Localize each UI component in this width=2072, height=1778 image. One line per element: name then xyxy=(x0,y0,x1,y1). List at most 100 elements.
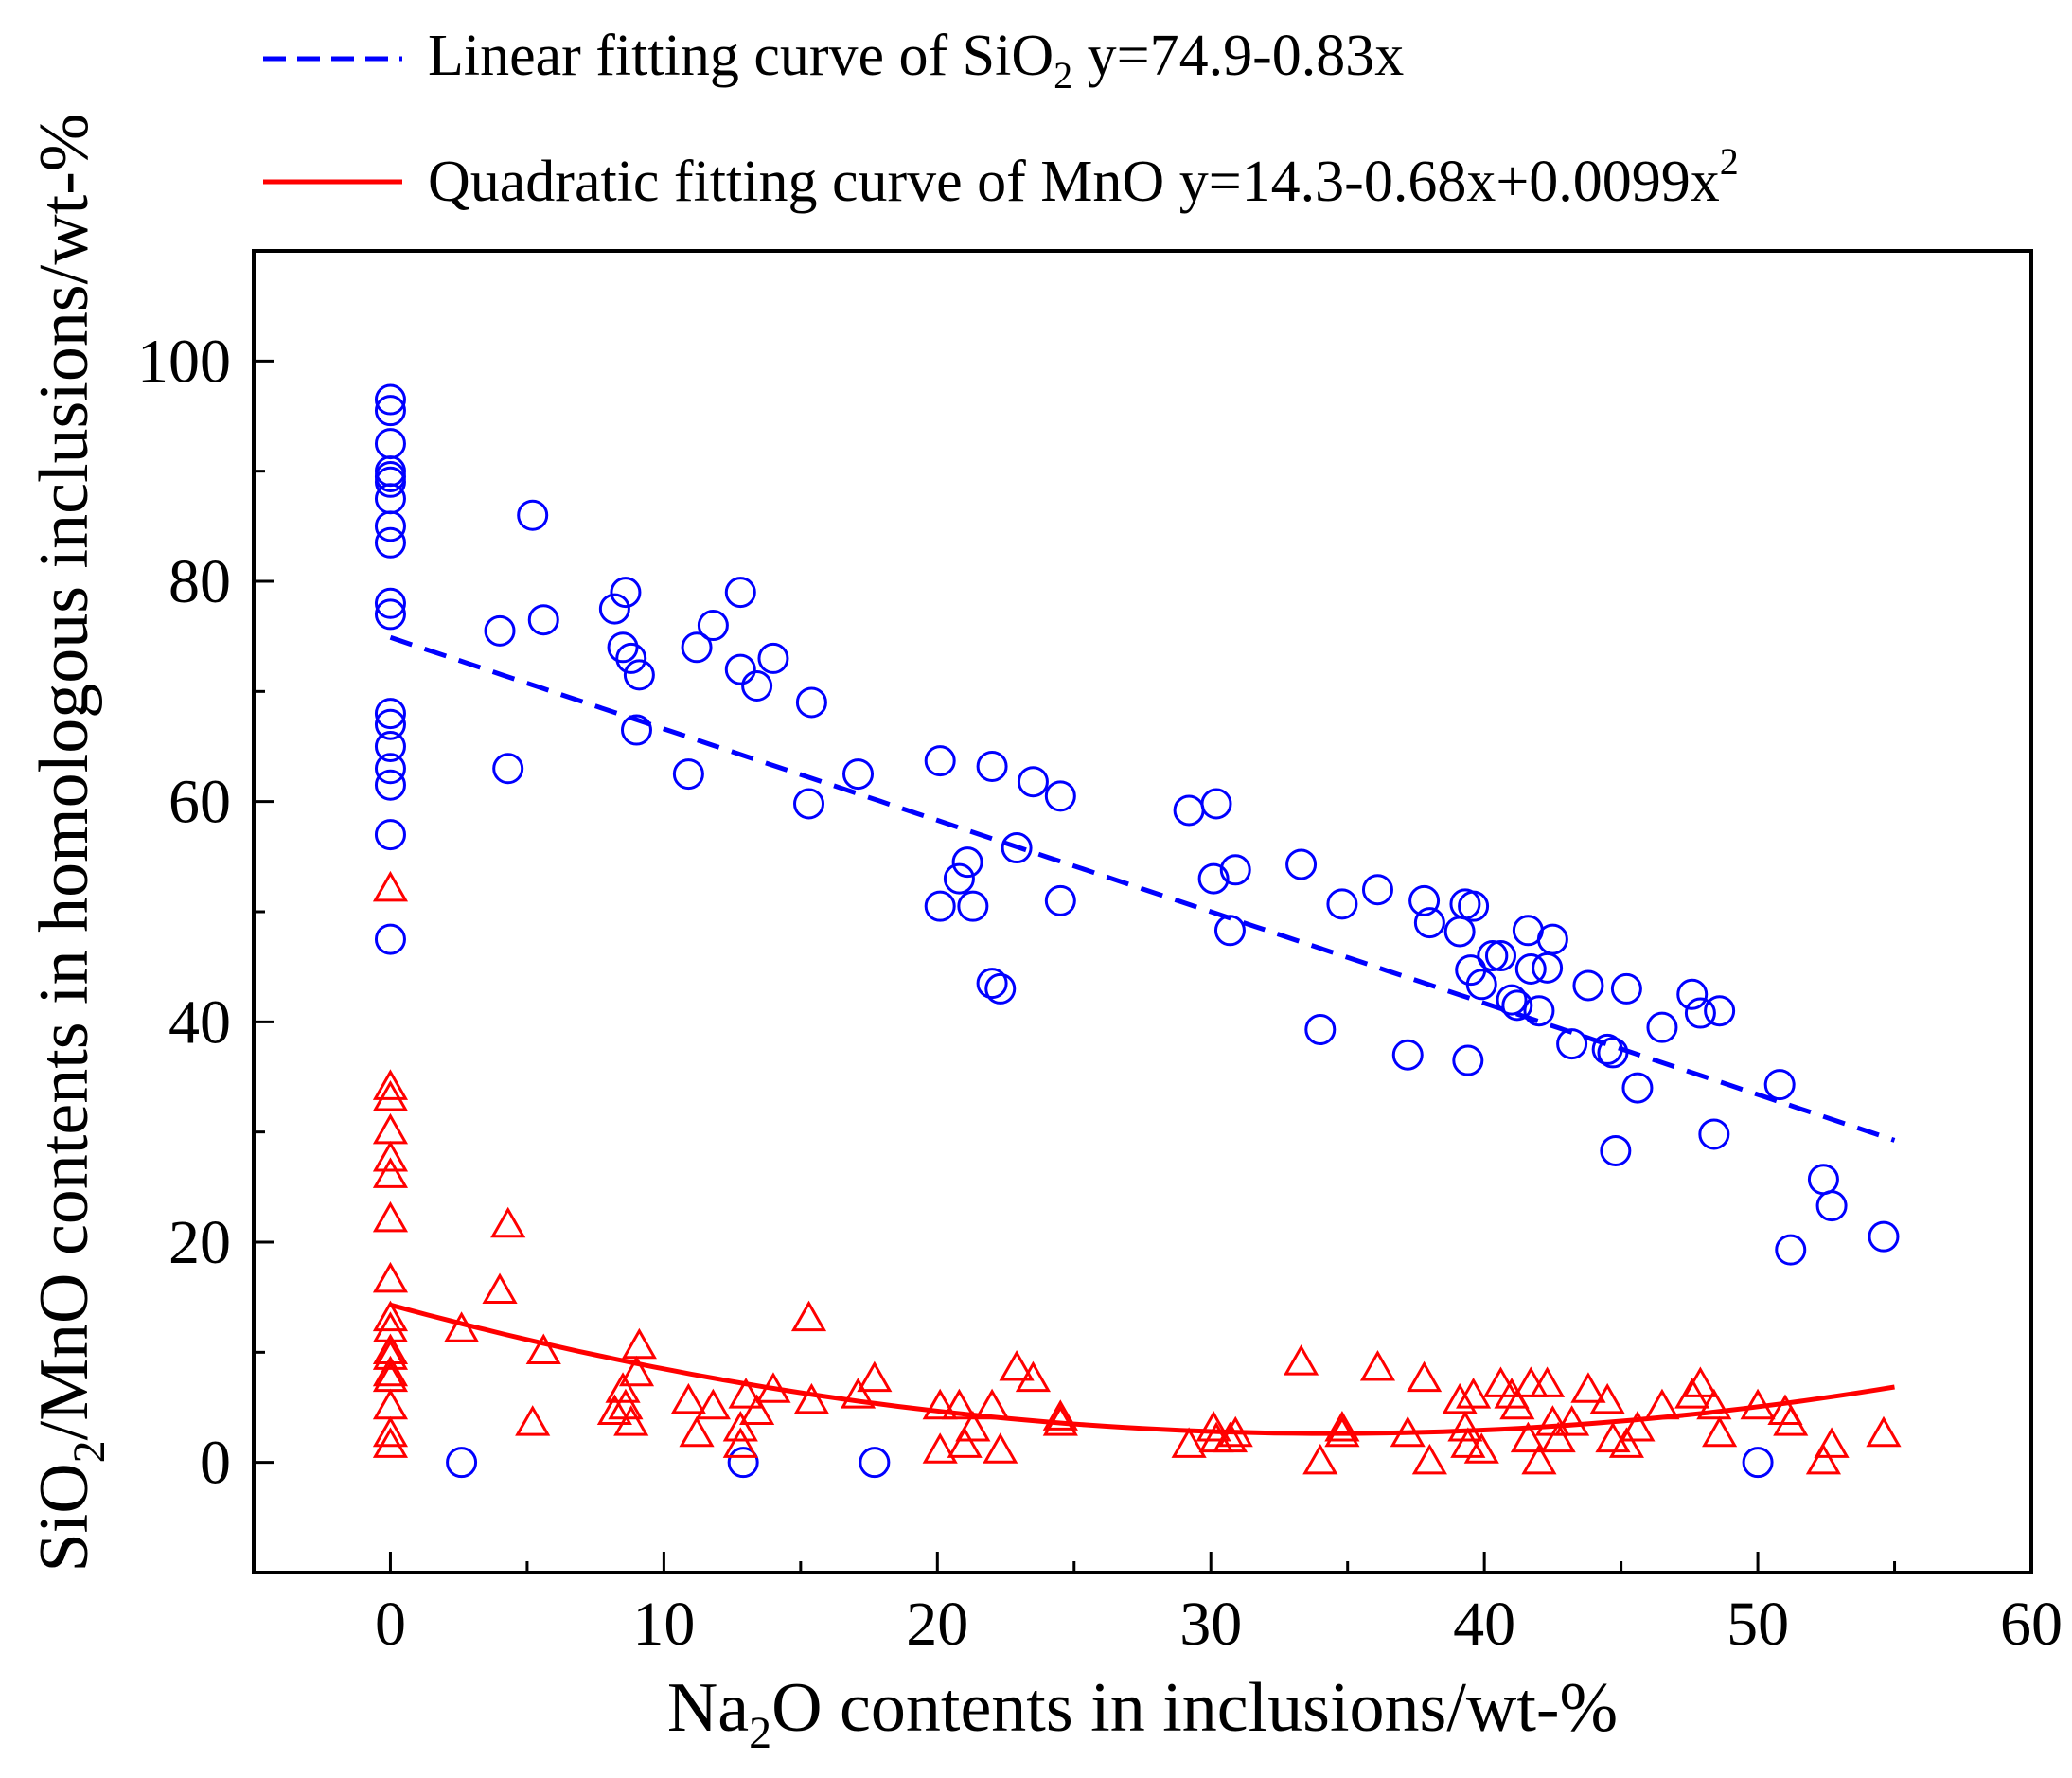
y-axis-label-sub: 2 xyxy=(64,1440,115,1463)
x-axis-label-post: O contents in inclusions/wt-% xyxy=(771,1669,1618,1747)
mno-point xyxy=(1359,1349,1396,1381)
plot-frame xyxy=(252,249,2033,1574)
sio2-point xyxy=(1361,874,1393,906)
legend-label-linear-fit: Linear fitting curve of SiO2 y=74.9-0.83… xyxy=(428,24,1404,97)
mno-point xyxy=(1442,1382,1478,1414)
sio2-point xyxy=(374,428,406,460)
sio2-point xyxy=(598,593,630,625)
sio2-point xyxy=(1173,794,1205,827)
y-tick-label: 60 xyxy=(168,768,231,837)
mno-point xyxy=(1773,1405,1809,1436)
y-tick-label: 20 xyxy=(168,1208,231,1277)
mno-point xyxy=(372,1415,409,1448)
sio2-point xyxy=(1807,1164,1839,1196)
legend-label-quadratic-fit: Quadratic fitting curve of MnO y=14.3-0.… xyxy=(428,140,1739,214)
mno-point xyxy=(621,1327,657,1360)
mno-point xyxy=(722,1410,758,1442)
linear-fit-curve xyxy=(389,634,1896,1143)
mno-point xyxy=(1866,1415,1902,1448)
sio2-point xyxy=(1326,888,1358,920)
mno-point xyxy=(372,1339,409,1370)
mno-point xyxy=(1302,1443,1338,1475)
sio2-point xyxy=(1465,969,1497,1001)
mno-point xyxy=(372,1300,409,1332)
sio2-point xyxy=(1523,995,1555,1027)
sio2-point xyxy=(374,698,406,730)
y-tick-label: 80 xyxy=(168,547,231,616)
mno-point xyxy=(1595,1421,1631,1453)
x-axis-label-pre: Na xyxy=(667,1669,749,1747)
sio2-point xyxy=(623,659,655,691)
sio2-point xyxy=(607,631,639,664)
mno-point xyxy=(1042,1399,1078,1431)
mno-point xyxy=(955,1410,991,1442)
mno-point xyxy=(999,1349,1035,1381)
sio2-point xyxy=(374,598,406,631)
sio2-point xyxy=(727,1447,759,1479)
mno-point xyxy=(1530,1366,1566,1397)
y-axis-label-pre: SiO xyxy=(26,1463,103,1572)
sio2-point xyxy=(374,395,406,427)
mno-point xyxy=(605,1372,641,1403)
sio2-point xyxy=(1391,1039,1424,1071)
mno-point xyxy=(1407,1360,1443,1393)
mno-point xyxy=(1814,1427,1850,1458)
sio2-point xyxy=(1477,940,1509,972)
y-tick-label: 40 xyxy=(168,987,231,1057)
sio2-point xyxy=(724,577,756,609)
sio2-point xyxy=(1572,969,1604,1002)
sio2-point xyxy=(1458,890,1490,922)
sio2-point xyxy=(1704,995,1736,1027)
quadratic-fit-curve xyxy=(389,1302,1895,1436)
x-tick-label: 20 xyxy=(906,1590,968,1659)
legend-label-linear-post: y=74.9-0.83x xyxy=(1072,24,1404,88)
sio2-point xyxy=(374,587,406,619)
sio2-point xyxy=(374,753,406,785)
mno-point xyxy=(1620,1410,1656,1442)
mno-point xyxy=(372,1069,409,1100)
sio2-point xyxy=(724,653,756,685)
mno-point xyxy=(1510,1421,1546,1453)
mno-point xyxy=(1447,1410,1483,1442)
sio2-point xyxy=(374,923,406,955)
sio2-point xyxy=(924,745,956,777)
sio2-point xyxy=(1815,1190,1848,1222)
data-points xyxy=(372,383,1902,1479)
mno-point xyxy=(728,1378,764,1409)
x-axis-label: Na2O contents in inclusions/wt-% xyxy=(667,1669,1618,1758)
mno-point xyxy=(1554,1405,1590,1436)
sio2-point xyxy=(374,526,406,559)
legend-label-quadratic-sup: 2 xyxy=(1720,140,1739,183)
mno-point xyxy=(372,1200,409,1233)
mno-point xyxy=(490,1206,526,1238)
mno-point xyxy=(1324,1410,1360,1442)
sio2-point xyxy=(374,769,406,801)
mno-point xyxy=(922,1388,958,1420)
x-axis-label-sub: 2 xyxy=(749,1708,771,1758)
sio2-point xyxy=(1017,766,1049,798)
sio2-point xyxy=(1413,907,1445,939)
mno-point xyxy=(1482,1366,1519,1397)
sio2-point xyxy=(374,708,406,740)
sio2-point xyxy=(1452,1044,1484,1076)
mno-point xyxy=(670,1382,706,1414)
sio2-point xyxy=(741,670,773,702)
mno-point xyxy=(525,1333,561,1365)
sio2-point xyxy=(1591,1033,1623,1065)
mno-point xyxy=(1195,1410,1231,1442)
sio2-point xyxy=(1610,972,1642,1005)
axis-tick-labels: 0 10 20 30 40 50 60 0 20 40 60 80 100 xyxy=(137,327,2063,1659)
sio2-point xyxy=(1868,1220,1900,1253)
sio2-point xyxy=(374,731,406,762)
sio2-point xyxy=(1646,1011,1678,1043)
sio2-point xyxy=(976,750,1008,782)
mno-point xyxy=(372,1427,409,1458)
mno-point xyxy=(1450,1427,1486,1458)
sio2-point xyxy=(1304,1013,1337,1045)
y-tick-label: 100 xyxy=(137,327,231,396)
sio2-point xyxy=(610,577,642,609)
mno-point xyxy=(372,870,409,902)
sio2-point xyxy=(859,1447,891,1479)
mno-point xyxy=(1513,1366,1549,1397)
mno-point xyxy=(372,1261,409,1293)
